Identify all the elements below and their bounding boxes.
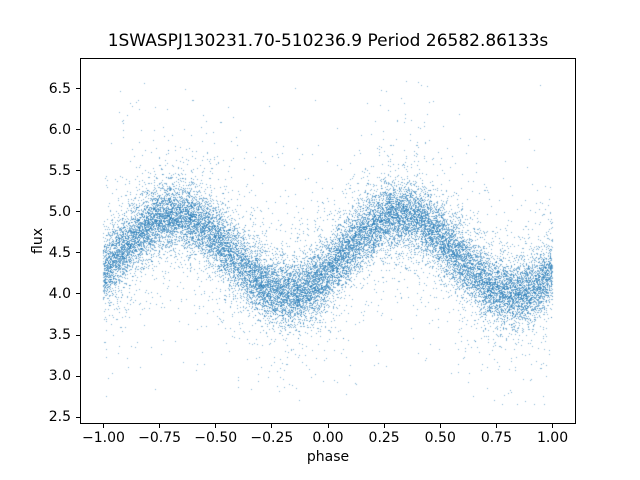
y-tick-mark — [76, 129, 80, 131]
x-tick-mark — [271, 424, 273, 428]
x-tick-label: 1.00 — [536, 430, 569, 446]
x-tick-mark — [159, 424, 161, 428]
y-tick-label: 2.5 — [48, 409, 71, 426]
x-tick-label: −0.50 — [194, 430, 238, 446]
x-tick-label: 0.75 — [480, 430, 512, 446]
x-tick-label: 0.00 — [312, 430, 344, 446]
y-tick-label: 5.0 — [48, 203, 71, 220]
x-tick-label: 0.25 — [368, 430, 400, 446]
x-tick-label: 0.50 — [424, 430, 456, 446]
y-tick-mark — [76, 252, 80, 254]
y-tick-label: 4.0 — [48, 285, 71, 302]
x-axis-label: phase — [306, 449, 350, 465]
x-tick-mark — [102, 424, 104, 428]
x-tick-mark — [552, 424, 554, 428]
y-tick-mark — [76, 88, 80, 90]
y-tick-mark — [76, 416, 80, 418]
x-tick-mark — [215, 424, 217, 428]
x-tick-label: −0.25 — [250, 430, 294, 446]
chart-title: 1SWASPJ130231.70-510236.9 Period 26582.8… — [107, 31, 549, 51]
y-axis-label: flux — [30, 228, 46, 254]
x-tick-mark — [327, 424, 329, 428]
y-tick-label: 6.0 — [48, 121, 71, 138]
x-tick-label: −1.00 — [82, 430, 125, 446]
y-tick-mark — [76, 170, 80, 172]
x-tick-mark — [439, 424, 441, 428]
y-tick-label: 5.5 — [48, 162, 71, 179]
y-tick-label: 3.5 — [48, 327, 71, 344]
y-tick-label: 6.5 — [48, 80, 71, 97]
y-tick-label: 4.5 — [48, 244, 71, 261]
scatter-points-canvas — [81, 59, 575, 423]
x-tick-mark — [383, 424, 385, 428]
x-tick-label: −0.75 — [138, 430, 182, 446]
plot-area — [80, 58, 576, 424]
y-tick-mark — [76, 375, 80, 377]
y-tick-mark — [76, 293, 80, 295]
y-tick-mark — [76, 334, 80, 336]
x-tick-mark — [495, 424, 497, 428]
y-tick-mark — [76, 211, 80, 213]
y-tick-label: 3.0 — [48, 368, 71, 385]
